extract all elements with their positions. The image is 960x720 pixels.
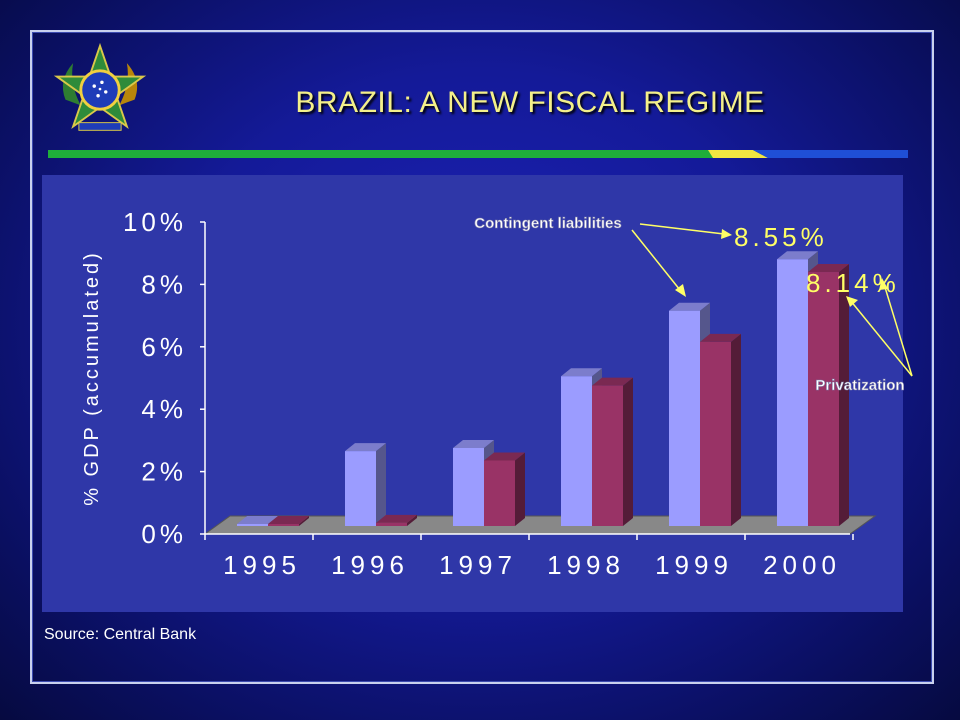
- chart-panel: [42, 175, 903, 612]
- bar-side-face: [731, 333, 741, 526]
- flag-color-stripe: [48, 150, 908, 158]
- x-tick-label: 1995: [223, 550, 301, 580]
- bar-front-face: [268, 524, 299, 526]
- annotation-arrowhead: [846, 296, 858, 307]
- annotation-arrowhead: [721, 229, 732, 239]
- x-tick-label: 1996: [331, 550, 409, 580]
- bar-front-face: [777, 259, 808, 526]
- slide-frame: [30, 30, 934, 684]
- y-tick-label: 2%: [141, 457, 187, 487]
- bar-top-face: [484, 452, 525, 461]
- bar-front-face: [808, 272, 839, 526]
- bar-side-face: [376, 443, 386, 526]
- annotation-arrowhead: [675, 284, 686, 297]
- source-note: Source: Central Bank: [44, 626, 197, 643]
- y-tick-label: 6%: [141, 332, 187, 362]
- x-tick-label: 1998: [547, 550, 625, 580]
- y-tick-label: 4%: [141, 394, 187, 424]
- bar-top-face: [700, 333, 741, 342]
- y-axis-title: % GDP (accumulated): [81, 250, 103, 506]
- bar-privatization: [376, 514, 417, 526]
- bar-top-face: [345, 443, 386, 452]
- bar-front-face: [669, 310, 700, 526]
- bar-side-face: [299, 516, 309, 526]
- bar-top-face: [669, 302, 710, 311]
- bar-front-face: [561, 376, 592, 526]
- bar-privatization: [268, 516, 309, 526]
- bar-front-face: [484, 460, 515, 526]
- stripe-yellow: [708, 150, 768, 158]
- annotation-contingent-label: Contingent liabilities: [474, 215, 622, 232]
- bar-top-face: [268, 516, 309, 524]
- bar-front-face: [592, 385, 623, 526]
- bar-front-face: [453, 448, 484, 526]
- bar-top-face: [376, 514, 417, 523]
- bar-top-face: [777, 251, 818, 260]
- annotation-arrow-privatization: [883, 283, 913, 377]
- bar-side-face: [407, 514, 417, 526]
- annotation-privatization-value: 8.14%: [806, 268, 900, 298]
- bar-privatization: [592, 377, 633, 526]
- bar-top-face: [561, 368, 602, 377]
- bar-top-face: [237, 516, 278, 524]
- bar-top-face: [592, 377, 633, 386]
- bar-front-face: [345, 451, 376, 526]
- bar-front-face: [376, 522, 407, 526]
- x-tick-label: 2000: [763, 550, 841, 580]
- y-tick-label: 0%: [141, 519, 187, 549]
- annotation-arrow-value: [639, 223, 725, 235]
- annotation-contingent-value: 8.55%: [734, 222, 828, 252]
- bar-side-face: [839, 264, 849, 526]
- emblem-ribbon: [78, 122, 122, 131]
- annotation-arrow-privatization: [849, 299, 913, 377]
- coat-of-arms-emblem: [53, 42, 147, 131]
- y-tick-label: 10%: [123, 207, 187, 237]
- bar-privatization: [484, 452, 525, 526]
- bar-side-face: [623, 377, 633, 526]
- bar-privatization: [808, 264, 849, 526]
- annotation-privatization-label: Privatization: [815, 377, 904, 394]
- stripe-blue: [753, 150, 908, 158]
- stripe-green: [48, 150, 720, 158]
- annotation-arrow-bar: [631, 229, 681, 291]
- annotation-arrowhead: [879, 278, 888, 290]
- y-tick-label: 8%: [141, 269, 187, 299]
- bar-privatization: [700, 333, 741, 526]
- slide-title: BRAZIL: A NEW FISCAL REGIME: [295, 86, 765, 119]
- x-tick-label: 1999: [655, 550, 733, 580]
- x-tick-label: 1997: [439, 550, 517, 580]
- bar-front-face: [700, 341, 731, 526]
- bar-contingent-liabilities: [345, 443, 386, 526]
- bar-front-face: [237, 524, 268, 526]
- bar-top-face: [808, 264, 849, 273]
- bar-side-face: [515, 452, 525, 526]
- bar-top-face: [453, 440, 494, 448]
